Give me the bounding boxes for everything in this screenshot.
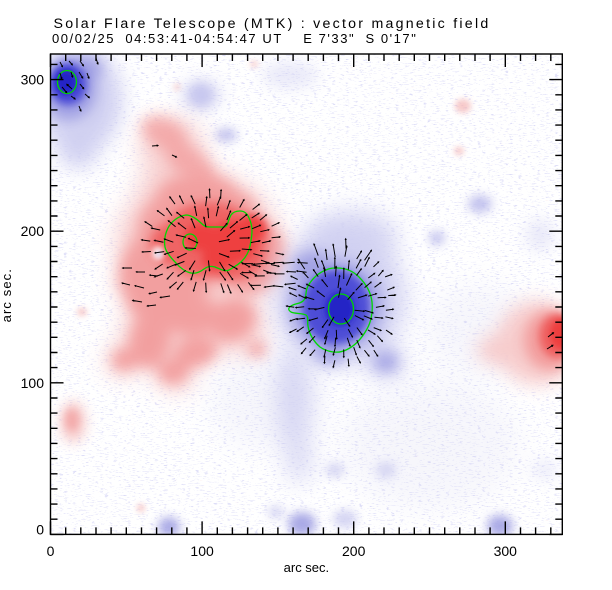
svg-text:00/02/25 04:53:41-04:54:47 UT: 00/02/25 04:53:41-04:54:47 UT E 7'33" S … bbox=[52, 31, 417, 46]
svg-text:200: 200 bbox=[342, 543, 366, 559]
svg-text:200: 200 bbox=[21, 223, 45, 239]
svg-text:100: 100 bbox=[21, 375, 45, 391]
svg-text:0: 0 bbox=[47, 543, 55, 559]
svg-text:0: 0 bbox=[36, 522, 44, 538]
svg-text:arc sec.: arc sec. bbox=[284, 560, 330, 575]
svg-text:arc sec.: arc sec. bbox=[0, 268, 14, 322]
svg-text:300: 300 bbox=[21, 72, 45, 88]
svg-text:100: 100 bbox=[190, 543, 214, 559]
svg-text:Solar Flare Telescope (MTK) :: Solar Flare Telescope (MTK) : vector mag… bbox=[54, 16, 491, 32]
svg-text:300: 300 bbox=[494, 543, 518, 559]
